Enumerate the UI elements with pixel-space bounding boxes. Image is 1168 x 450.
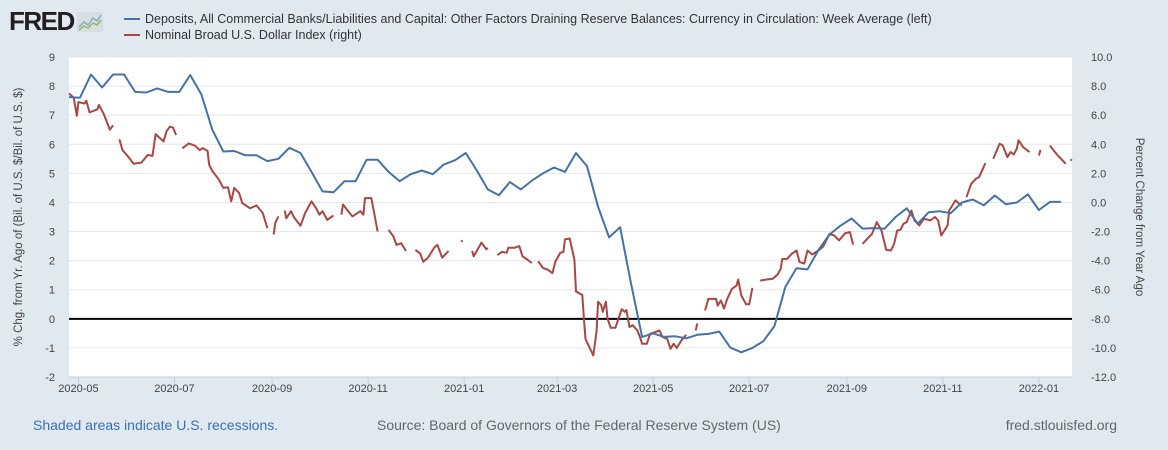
left-tick-label: -1	[45, 343, 55, 355]
dollar-index-line-segment	[496, 245, 533, 264]
dollar-index-line-segment	[1069, 158, 1073, 162]
dollar-index-line-segment	[694, 323, 699, 331]
dollar-index-line-segment	[760, 231, 855, 282]
dollar-index-line-segment	[537, 237, 687, 357]
left-tick-label: 3	[49, 227, 55, 239]
left-tick-label: 9	[49, 52, 55, 64]
dollar-index-line-segment	[414, 243, 450, 263]
currency-circulation-line	[68, 73, 1061, 354]
left-tick-label: 0	[49, 314, 55, 326]
legend-swatch-red	[124, 34, 140, 36]
plot-area	[69, 57, 1072, 377]
x-tick-label: 2021-09	[827, 383, 867, 395]
legend-label: Deposits, All Commercial Banks/Liabiliti…	[145, 12, 932, 26]
fred-logo-text: FRED	[9, 6, 75, 36]
right-tick-label: -8.0	[1091, 314, 1110, 326]
fred-logo[interactable]: FRED	[9, 6, 103, 37]
dollar-index-line-segment	[1037, 149, 1042, 156]
right-tick-label: 6.0	[1091, 110, 1106, 122]
x-tick-label: 2020-07	[154, 383, 194, 395]
right-tick-label: 2.0	[1091, 168, 1106, 180]
dollar-index-line-segment	[340, 197, 379, 232]
left-tick-label: -2	[45, 372, 55, 384]
dollar-index-line-segment	[272, 215, 280, 235]
left-axis-title: % Chg. from Yr. Ago of (Bil. of U.S. $/B…	[13, 88, 25, 347]
recessions-note-link[interactable]: Shaded areas indicate U.S. recessions.	[33, 417, 279, 433]
dollar-index-line-segment	[283, 200, 335, 227]
dollar-index-line-segment	[181, 142, 269, 229]
right-tick-label: -10.0	[1091, 343, 1116, 355]
dollar-index-line-segment	[1049, 144, 1067, 165]
left-tick-label: 6	[49, 139, 55, 151]
x-tick-label: 2020-09	[252, 383, 292, 395]
chart-logo-icon	[76, 11, 103, 32]
dollar-index-line-segment	[471, 241, 489, 258]
left-tick-label: 4	[49, 197, 55, 209]
dollar-index-line-segment	[118, 125, 178, 165]
right-axis-title: Percent Change from Year Ago	[1133, 138, 1145, 297]
dollar-index-line-segment	[68, 92, 114, 131]
site-link[interactable]: fred.stlouisfed.org	[1005, 417, 1117, 433]
right-tick-label: -12.0	[1091, 372, 1116, 384]
left-tick-label: 8	[49, 81, 55, 93]
left-tick-label: 2	[49, 256, 55, 268]
left-tick-label: 1	[49, 285, 55, 297]
legend-label: Nominal Broad U.S. Dollar Index (right)	[145, 28, 362, 42]
right-tick-label: 0.0	[1091, 197, 1106, 209]
dollar-index-line-segment	[460, 239, 464, 243]
dollar-index-line-segment	[965, 162, 987, 198]
dollar-index-line-segment	[861, 199, 963, 252]
x-tick-label: 2021-03	[537, 383, 577, 395]
chart-legend: Deposits, All Commercial Banks/Liabiliti…	[124, 11, 932, 43]
left-tick-label: 7	[49, 110, 55, 122]
x-tick-label: 2021-07	[729, 383, 769, 395]
dollar-index-line-segment	[387, 229, 407, 252]
dollar-index-line-segment	[992, 139, 1031, 160]
right-tick-label: -4.0	[1091, 256, 1110, 268]
x-tick-label: 2021-11	[923, 383, 963, 395]
right-tick-label: -2.0	[1091, 227, 1110, 239]
right-tick-label: 8.0	[1091, 81, 1106, 93]
x-tick-label: 2020-05	[58, 383, 98, 395]
legend-item-dollar-index[interactable]: Nominal Broad U.S. Dollar Index (right)	[124, 27, 932, 43]
x-tick-label: 2022-01	[1019, 383, 1059, 395]
x-tick-label: 2021-01	[444, 383, 484, 395]
legend-swatch-blue	[124, 18, 140, 20]
legend-item-currency[interactable]: Deposits, All Commercial Banks/Liabiliti…	[124, 11, 932, 27]
right-tick-label: -6.0	[1091, 285, 1110, 297]
right-tick-label: 4.0	[1091, 139, 1106, 151]
source-text: Source: Board of Governors of the Federa…	[377, 417, 781, 433]
right-tick-label: 10.0	[1091, 52, 1112, 64]
x-tick-label: 2020-11	[348, 383, 388, 395]
x-tick-label: 2021-05	[633, 383, 673, 395]
left-tick-label: 5	[49, 168, 55, 180]
dollar-index-line-segment	[704, 278, 754, 311]
